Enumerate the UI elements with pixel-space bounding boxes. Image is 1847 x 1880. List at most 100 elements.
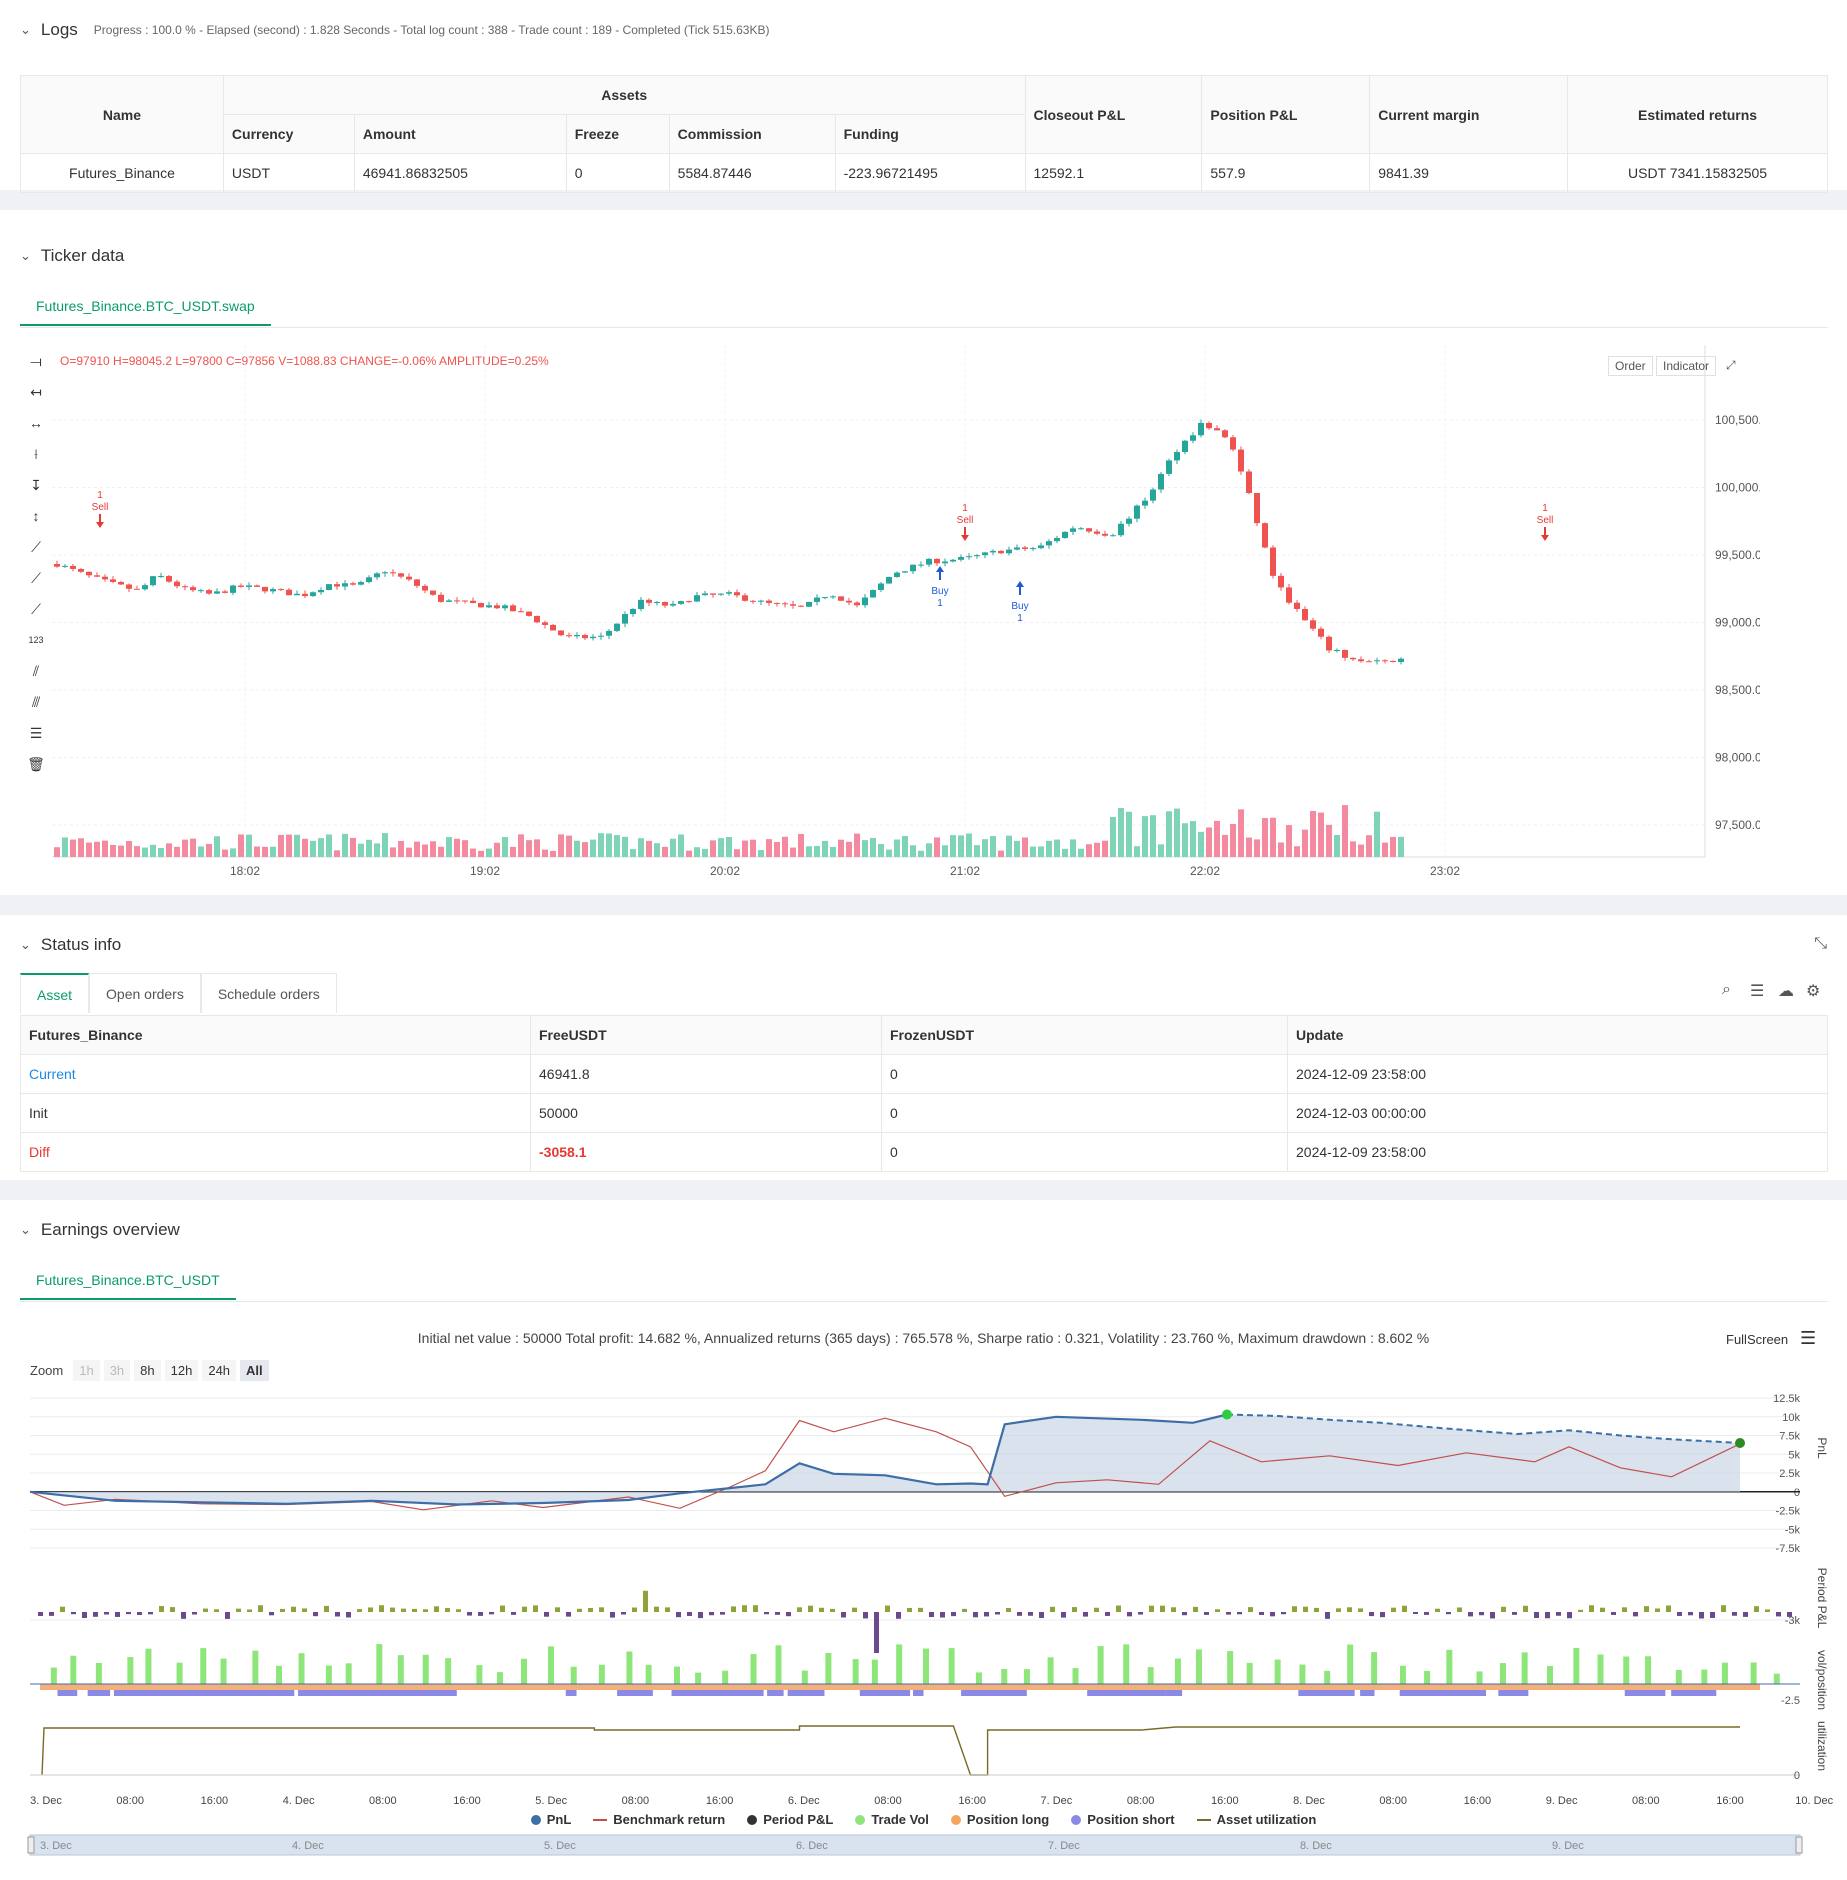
ticker-header[interactable]: ⌄ Ticker data xyxy=(20,246,124,266)
earnings-title: Earnings overview xyxy=(40,1220,180,1239)
legend-item[interactable]: Asset utilization xyxy=(1196,1812,1316,1827)
volume-bar xyxy=(390,847,396,857)
period-bar xyxy=(1699,1612,1704,1619)
chevron-down-icon[interactable]: ⌄ xyxy=(20,937,31,952)
volume-bar xyxy=(1174,808,1180,857)
period-bar xyxy=(258,1605,263,1612)
legend-item[interactable]: Position short xyxy=(1071,1812,1175,1827)
volume-bar xyxy=(686,850,692,857)
candle-body xyxy=(1102,533,1108,536)
legend-item[interactable]: Trade Vol xyxy=(855,1812,929,1827)
trend-line-icon[interactable]: ⟋ xyxy=(31,539,41,555)
period-bar xyxy=(1237,1612,1242,1615)
period-bar xyxy=(1512,1612,1517,1615)
period-bar xyxy=(555,1607,560,1612)
tab-btc-swap[interactable]: Futures_Binance.BTC_USDT.swap xyxy=(20,286,271,326)
volume-bar xyxy=(614,835,620,857)
candle-body xyxy=(886,577,892,584)
table-row: Diff -3058.1 0 2024-12-09 23:58:00 xyxy=(20,1132,1828,1172)
zoom-all[interactable]: All xyxy=(240,1360,269,1381)
trash-icon[interactable]: 🗑 xyxy=(27,756,45,772)
trade-vol-bar xyxy=(1195,1649,1202,1684)
period-bar xyxy=(940,1612,945,1618)
legend-item[interactable]: Benchmark return xyxy=(593,1812,725,1827)
legend-item[interactable]: Period P&L xyxy=(747,1812,833,1827)
candle-body xyxy=(1158,473,1164,490)
legend-item[interactable]: Position long xyxy=(950,1812,1049,1827)
position-short-bar xyxy=(913,1690,924,1696)
tab-asset[interactable]: Asset xyxy=(20,973,90,1013)
gear-icon[interactable]: ⚙ xyxy=(1806,983,1821,1000)
zoom-24h[interactable]: 24h xyxy=(202,1360,237,1381)
period-bar xyxy=(203,1608,208,1612)
x-tick-label: 08:00 xyxy=(874,1795,902,1807)
position-short-bar xyxy=(380,1690,417,1696)
volume-bar xyxy=(526,840,532,857)
tab-open-orders[interactable]: Open orders xyxy=(89,973,201,1013)
menu-icon[interactable]: ☰ xyxy=(1800,1328,1817,1348)
volume-bar xyxy=(270,846,276,857)
cell-funding: -223.96721495 xyxy=(834,153,1026,193)
candle-body xyxy=(438,594,444,602)
search-icon[interactable]: ⌕ xyxy=(1722,981,1731,998)
trade-vol-bar xyxy=(570,1666,577,1684)
fibonacci-icon[interactable]: ☰ xyxy=(29,725,43,741)
horizontal-ray-icon[interactable]: ↤ xyxy=(30,384,42,400)
chevron-down-icon[interactable]: ⌄ xyxy=(20,22,31,37)
ray-line-icon[interactable]: ⟋ xyxy=(31,570,41,586)
candle-body xyxy=(278,589,284,591)
zoom-3h[interactable]: 3h xyxy=(103,1360,131,1381)
vertical-segment-icon[interactable]: ↕ xyxy=(32,508,40,524)
candlestick-chart[interactable]: 100,500.00 100,000.00 99,500.00 99,000.00 98… xyxy=(50,345,1760,885)
volume-bar xyxy=(1094,842,1100,857)
earnings-chart[interactable]: 12.5k 10k 7.5k 5k 2.5k 0 -2.5k -5k -7.5k -3k -2.5 0… xyxy=(0,1390,1847,1860)
period-bar xyxy=(1358,1608,1363,1612)
expand-icon[interactable]: ⤢ xyxy=(1720,356,1742,375)
volume-bar xyxy=(950,835,956,857)
period-bar xyxy=(313,1612,318,1617)
indicator-button[interactable]: Indicator xyxy=(1656,356,1717,376)
segment-line-icon[interactable]: ⟋ xyxy=(31,601,41,617)
period-bar xyxy=(38,1612,43,1616)
period-bar xyxy=(1655,1608,1660,1612)
trade-vol-bar xyxy=(1274,1659,1281,1684)
candle-body xyxy=(894,572,900,578)
volume-bar xyxy=(1342,805,1348,857)
zoom-8h[interactable]: 8h xyxy=(134,1360,161,1381)
cloud-download-icon[interactable]: ☁ xyxy=(1778,983,1794,1000)
volume-bar xyxy=(1230,823,1236,857)
collapse-icon[interactable]: ⤡ xyxy=(1814,935,1827,952)
legend-item[interactable]: PnL xyxy=(530,1812,571,1827)
volume-bar xyxy=(1310,810,1316,857)
candle-body xyxy=(1198,422,1204,436)
status-header[interactable]: ⌄ Status info xyxy=(20,935,121,955)
zoom-1h[interactable]: 1h xyxy=(73,1360,100,1381)
horizontal-line-icon[interactable]: ⟞ xyxy=(30,353,42,369)
period-bar xyxy=(973,1612,978,1618)
volume-bar xyxy=(1078,848,1084,857)
chevron-down-icon[interactable]: ⌄ xyxy=(20,1222,31,1237)
order-button[interactable]: Order xyxy=(1608,356,1653,376)
parallel-line-icon[interactable]: ⫽ xyxy=(32,663,40,679)
list-icon[interactable]: ☰ xyxy=(1750,983,1765,1000)
candle-body xyxy=(1230,437,1236,450)
vertical-line-icon[interactable]: ⟊ xyxy=(34,446,38,462)
logs-header[interactable]: ⌄ Logs Progress : 100.0 % - Elapsed (sec… xyxy=(20,20,769,40)
volume-bar xyxy=(646,840,652,857)
sell-arrow-icon xyxy=(1541,527,1549,541)
earnings-header[interactable]: ⌄ Earnings overview xyxy=(20,1220,180,1240)
row-current-label[interactable]: Current xyxy=(20,1054,531,1094)
volume-bar xyxy=(1318,812,1324,857)
buy-arrow-icon xyxy=(936,566,944,580)
tab-btc-usdt[interactable]: Futures_Binance.BTC_USDT xyxy=(20,1260,236,1300)
position-short-bar xyxy=(1322,1690,1355,1696)
zoom-12h[interactable]: 12h xyxy=(164,1360,199,1381)
vertical-ray-icon[interactable]: ↧ xyxy=(30,477,42,493)
volume-bar xyxy=(1222,834,1228,857)
chevron-down-icon[interactable]: ⌄ xyxy=(20,248,31,263)
horizontal-segment-icon[interactable]: ↔ xyxy=(29,415,43,431)
channel-icon[interactable]: ⫻ xyxy=(31,694,41,710)
price-line-icon[interactable]: 123 xyxy=(28,635,44,645)
fullscreen-button[interactable]: FullScreen xyxy=(1726,1332,1788,1347)
tab-schedule-orders[interactable]: Schedule orders xyxy=(200,973,337,1013)
